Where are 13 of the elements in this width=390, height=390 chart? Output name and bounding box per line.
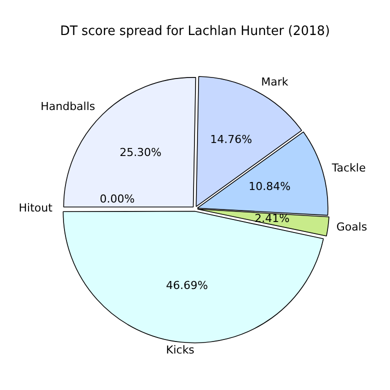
slice-label: Kicks	[166, 343, 195, 356]
data-label: 10.84%	[248, 180, 291, 193]
text: 0.00%	[100, 192, 135, 206]
category-label: Hitout	[18, 202, 52, 215]
slice-label: Goals	[336, 220, 368, 234]
slice-label: Tackle	[330, 162, 366, 175]
data-label: 46.69%	[166, 279, 208, 292]
chart-title: DT score spread for Lachlan Hunter (2018)	[60, 24, 330, 40]
data-label: 25.30%	[120, 146, 162, 160]
slice-label: Mark	[261, 75, 289, 88]
slice-label: Handballs	[40, 100, 96, 113]
data-label: 14.76%	[210, 132, 252, 146]
data-label: 2.41%	[254, 212, 290, 225]
